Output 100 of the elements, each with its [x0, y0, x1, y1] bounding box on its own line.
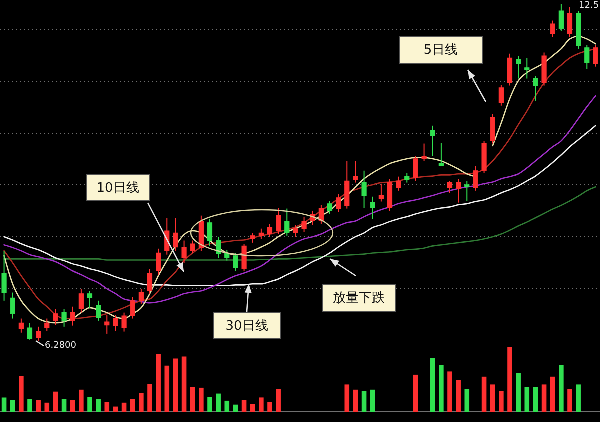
candlestick: [550, 20, 556, 38]
bar: [413, 374, 418, 412]
candlestick: [284, 208, 290, 236]
bar: [199, 388, 204, 412]
candlestick: [62, 308, 67, 328]
bar: [362, 391, 367, 412]
bar: [490, 384, 496, 412]
callout-box: 5日线: [399, 36, 483, 64]
bar: [173, 358, 178, 412]
candlestick: [473, 166, 478, 192]
candlestick: [490, 113, 496, 144]
candlestick: [207, 218, 213, 247]
candlestick: [147, 268, 153, 294]
bar: [533, 387, 538, 412]
candlestick: [276, 208, 282, 235]
bar: [62, 399, 67, 412]
candlestick: [430, 125, 436, 157]
bar: [568, 389, 572, 412]
candlestick: [293, 224, 298, 238]
candlestick: [498, 84, 504, 106]
candlestick: [156, 248, 162, 276]
bar: [542, 384, 547, 412]
candlestick: [18, 318, 24, 334]
bar: [19, 376, 24, 412]
bar: [233, 404, 238, 412]
candlestick: [10, 292, 16, 320]
callout-box: 10日线: [86, 174, 150, 201]
candlestick: [2, 250, 7, 302]
candlestick: [558, 4, 564, 32]
candlestick: [302, 216, 307, 233]
candlestick: [593, 44, 598, 68]
bar: [224, 400, 230, 412]
candlestick: [267, 223, 273, 238]
bar: [576, 384, 581, 412]
bar: [79, 390, 84, 412]
bar: [516, 373, 521, 412]
candlestick: [584, 44, 590, 70]
candlestick: [396, 176, 402, 192]
candlestick: [258, 228, 264, 240]
bar: [456, 380, 461, 412]
bar: [208, 397, 212, 412]
bar: [182, 356, 187, 412]
candlestick: [87, 290, 93, 308]
annotation: 12.5: [579, 1, 600, 11]
callout-box: 放量下跌: [322, 284, 396, 312]
bar: [508, 347, 512, 412]
candlestick: [447, 180, 453, 194]
candlestick: [70, 306, 76, 326]
candlestick: [422, 143, 427, 162]
candlestick: [370, 196, 376, 220]
bar: [268, 402, 272, 412]
candlestick: [78, 288, 84, 314]
bar: [344, 384, 350, 412]
bar: [216, 394, 221, 412]
bar: [2, 398, 7, 412]
bar: [448, 372, 452, 412]
bar: [370, 390, 376, 412]
callout-box: 30日线: [213, 312, 281, 339]
bar: [96, 399, 101, 412]
candlestick: [567, 6, 573, 38]
bar: [148, 384, 152, 412]
candlestick: [378, 183, 384, 202]
bar: [164, 366, 170, 412]
candlestick: [113, 314, 118, 332]
candlestick: [27, 322, 33, 340]
bar: [53, 392, 58, 412]
candlestick: [438, 142, 444, 166]
candlestick: [44, 318, 50, 332]
annotation: 6.2800: [45, 341, 76, 351]
bar: [559, 365, 564, 412]
bar: [250, 404, 256, 412]
candlestick: [353, 160, 358, 184]
candlestick: [362, 170, 367, 209]
bar: [276, 389, 281, 412]
candlestick: [138, 288, 144, 305]
candlestick: [413, 156, 418, 182]
bar: [88, 397, 92, 412]
candlestick: [404, 172, 410, 184]
bar: [10, 400, 16, 412]
bar: [44, 402, 50, 412]
candlestick: [130, 296, 136, 320]
bar: [242, 400, 247, 412]
bar: [113, 406, 118, 412]
bar: [104, 402, 110, 412]
candlestick: [336, 194, 342, 213]
candlestick: [524, 58, 530, 80]
bar: [139, 393, 144, 412]
candlestick: [250, 232, 256, 244]
bar: [259, 398, 264, 412]
bar: [439, 365, 444, 412]
candlestick: [53, 308, 58, 326]
bar: [464, 389, 470, 412]
candlestick: [327, 200, 333, 215]
candlestick: [104, 314, 110, 334]
candlestick: [224, 249, 230, 262]
bar: [36, 400, 41, 412]
bar: [190, 387, 196, 412]
bar: [482, 376, 487, 412]
candlestick: [242, 244, 247, 272]
bar: [130, 399, 136, 412]
